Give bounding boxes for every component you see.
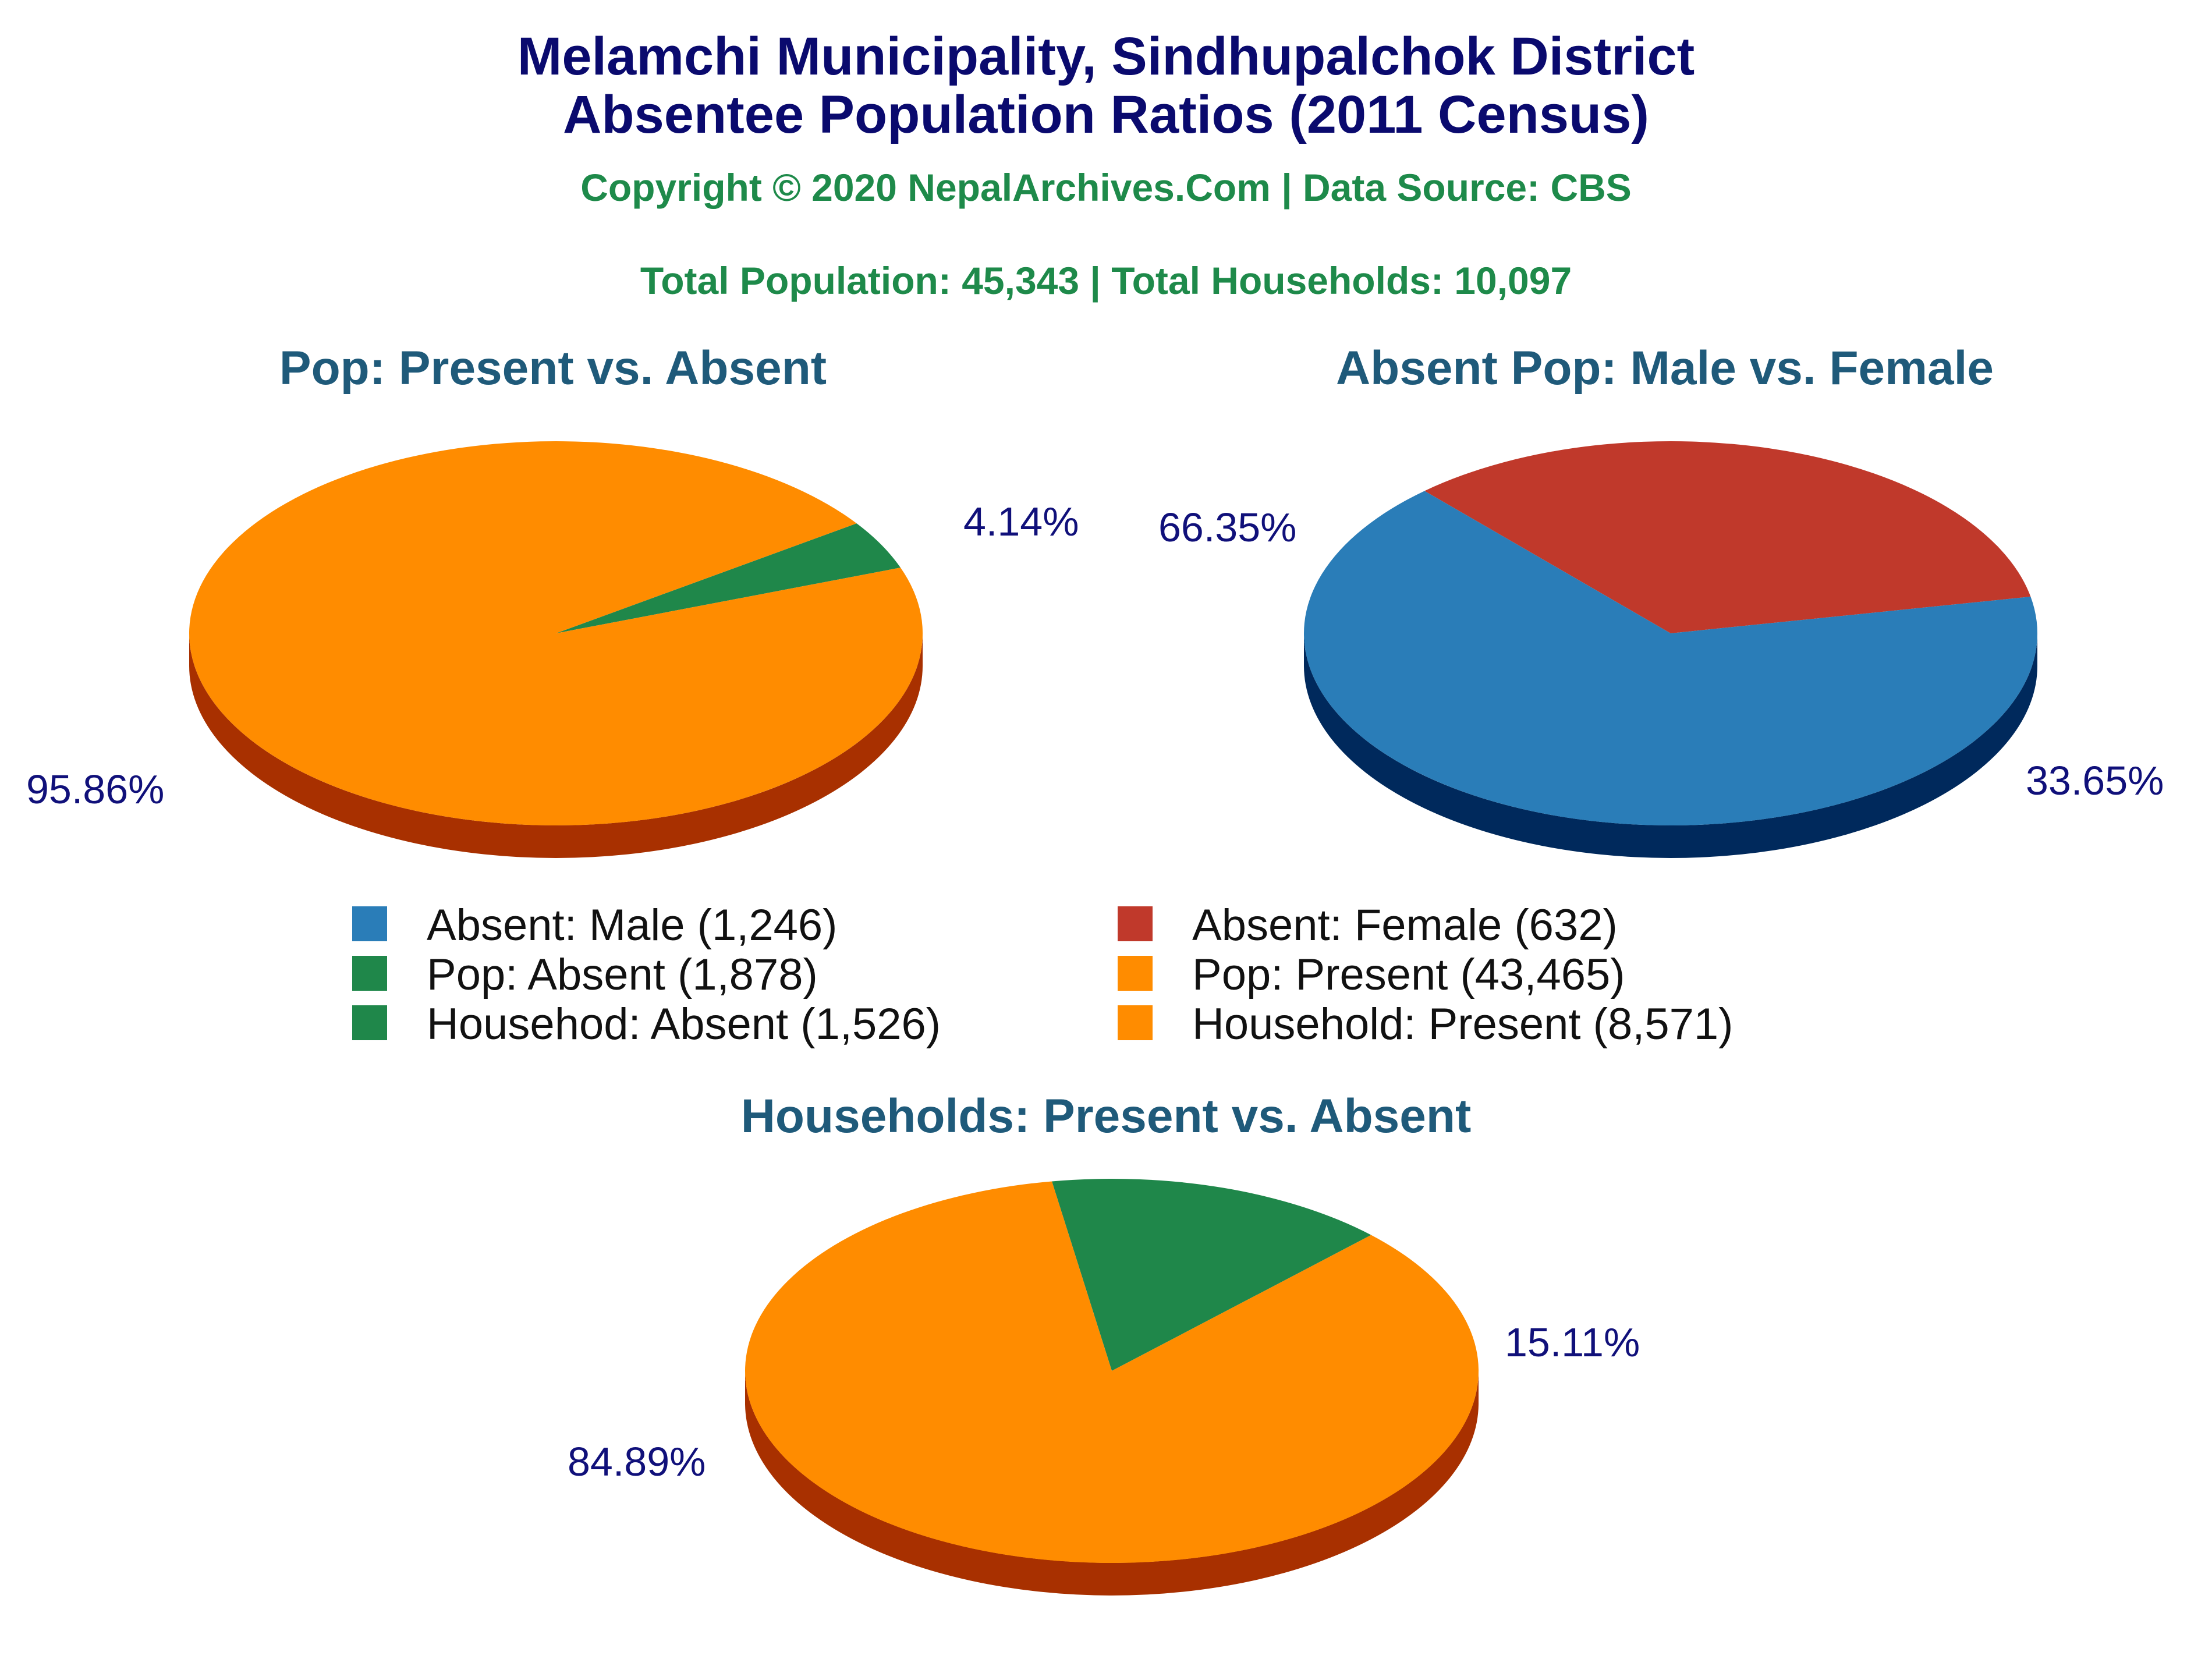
pie-side-household-present bbox=[745, 1371, 1479, 1596]
pie-percent-label: 84.89% bbox=[568, 1439, 706, 1484]
pie-percent-label: 95.86% bbox=[26, 767, 164, 812]
legend-item: Absent: Female (632) bbox=[1118, 901, 1618, 950]
pie-slice-absent-female bbox=[1424, 441, 2031, 633]
legend-swatch bbox=[1118, 906, 1153, 941]
legend-swatch bbox=[352, 1005, 387, 1040]
legend-item: Pop: Present (43,465) bbox=[1118, 950, 1625, 999]
pie-title: Households: Present vs. Absent bbox=[741, 1090, 1472, 1143]
legend-item: Absent: Male (1,246) bbox=[352, 901, 838, 950]
pie-percent-label: 4.14% bbox=[963, 499, 1079, 544]
pie-population-present-vs-absent: Pop: Present vs. Absent 4.14% 95.86% bbox=[26, 342, 1079, 858]
pie-slice-pop-absent bbox=[556, 523, 901, 633]
legend-label: Pop: Absent (1,878) bbox=[427, 950, 818, 999]
chart-title-line1: Melamchi Municipality, Sindhupalchok Dis… bbox=[517, 27, 1695, 86]
copyright-text: Copyright © 2020 NepalArchives.Com | Dat… bbox=[580, 166, 1632, 210]
totals-text: Total Population: 45,343 | Total Househo… bbox=[640, 259, 1572, 303]
pie-slice-pop-present bbox=[189, 441, 923, 825]
legend: Absent: Male (1,246) Absent: Female (632)… bbox=[352, 901, 1733, 1049]
legend-label: Pop: Present (43,465) bbox=[1192, 950, 1625, 999]
pie-title: Absent Pop: Male vs. Female bbox=[1336, 342, 1994, 395]
pie-percent-label: 33.65% bbox=[2026, 758, 2164, 803]
pie-title: Pop: Present vs. Absent bbox=[279, 342, 827, 395]
pie-slice-househod-absent bbox=[1052, 1179, 1371, 1371]
pie-absent-male-vs-female: Absent Pop: Male vs. Female 33.65% 66.35% bbox=[1158, 342, 2164, 858]
legend-swatch bbox=[1118, 1005, 1153, 1040]
legend-item: Household: Present (8,571) bbox=[1118, 999, 1733, 1049]
legend-label: Absent: Female (632) bbox=[1192, 901, 1618, 950]
legend-item: Househod: Absent (1,526) bbox=[352, 999, 941, 1049]
pie-percent-label: 66.35% bbox=[1158, 505, 1296, 550]
legend-swatch bbox=[352, 956, 387, 991]
pie-slice-absent-male bbox=[1304, 491, 2037, 825]
pie-side-absent-male bbox=[1304, 633, 2037, 858]
legend-label: Absent: Male (1,246) bbox=[427, 901, 838, 950]
pie-households-present-vs-absent: Households: Present vs. Absent 15.11% 84.… bbox=[568, 1090, 1640, 1596]
pie-side-pop-present bbox=[189, 633, 923, 858]
legend-swatch bbox=[1118, 956, 1153, 991]
legend-label: Househod: Absent (1,526) bbox=[427, 999, 941, 1049]
pie-percent-label: 15.11% bbox=[1505, 1320, 1640, 1365]
pie-slice-household-present bbox=[745, 1181, 1479, 1563]
legend-swatch bbox=[352, 906, 387, 941]
chart-title-line2: Absentee Population Ratios (2011 Census) bbox=[563, 85, 1649, 144]
legend-label: Household: Present (8,571) bbox=[1192, 999, 1733, 1049]
legend-item: Pop: Absent (1,878) bbox=[352, 950, 818, 999]
